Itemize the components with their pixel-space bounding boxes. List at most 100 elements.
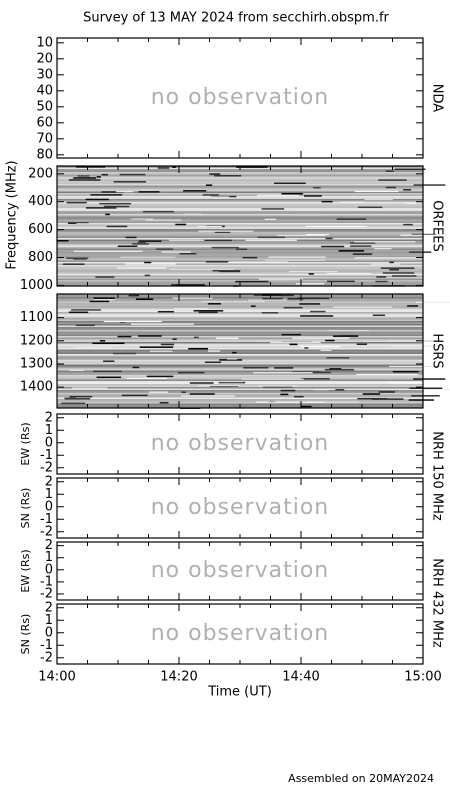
spectrogram-feature [300, 346, 341, 348]
spectrogram-row [57, 266, 423, 269]
spectrogram-feature [274, 367, 294, 369]
spectrogram-feature [69, 395, 93, 398]
panel-y-label: SN (Rs) [19, 614, 32, 655]
spectrogram-feature [262, 297, 283, 300]
spectrogram-feature [339, 201, 365, 203]
spectrogram-row [57, 262, 423, 264]
spectrogram-feature [268, 256, 326, 258]
no-observation: no observation [151, 621, 330, 646]
spectrogram-row [57, 402, 423, 404]
spectrogram-feature [336, 218, 367, 220]
instrument-label: NRH 432 MHz [430, 558, 445, 648]
spectrogram-row [57, 394, 423, 397]
spectrogram-row [57, 221, 423, 224]
spectrogram-row [57, 372, 423, 374]
panel-y-label: SN (Rs) [19, 488, 32, 529]
spectrogram-row [57, 223, 423, 225]
spectrogram-feature [378, 391, 395, 393]
spectrogram-row [57, 312, 423, 314]
spectrogram-feature [74, 347, 112, 349]
instrument-label: HSRS [430, 333, 445, 368]
spectrogram-feature [232, 351, 237, 354]
spectrogram-feature [61, 402, 86, 405]
spectrogram-row [57, 333, 423, 335]
spectrogram-row [57, 322, 423, 325]
spectrogram-feature [69, 369, 84, 371]
spectrogram-feature [101, 191, 124, 193]
spectrogram-feature [387, 382, 429, 384]
spectrogram-feature [93, 297, 115, 299]
spectrogram-feature [157, 310, 175, 313]
spectrogram-feature [280, 294, 294, 297]
spectrogram-feature [304, 195, 322, 197]
spectrogram-feature [364, 198, 393, 201]
spectrogram-row [57, 203, 423, 206]
spectrogram-row [57, 352, 423, 355]
y-tick-label: 50 [36, 99, 53, 114]
spectrogram-row [57, 178, 423, 180]
spectrogram-feature [137, 241, 146, 244]
spectrogram-row [57, 360, 423, 362]
spectrogram-row [57, 309, 423, 311]
spectrogram-row [57, 170, 423, 173]
footer: Assembled on 20MAY2024 [288, 772, 434, 785]
spectrogram-feature [327, 330, 370, 332]
spectrogram-feature [257, 236, 285, 239]
spectrogram-feature [320, 349, 332, 352]
spectrogram-feature [132, 243, 150, 245]
spectrogram-feature [73, 177, 97, 179]
spectrogram-row [57, 325, 423, 328]
spectrogram-feature [261, 312, 279, 314]
instrument-label: NDA [430, 84, 445, 113]
spectrogram-row [57, 321, 423, 323]
spectrogram-feature [301, 405, 312, 408]
spectrogram-row [57, 194, 423, 197]
x-tick-label: 14:40 [282, 670, 319, 685]
spectrogram-feature [166, 196, 230, 198]
spectrogram-feature [236, 166, 268, 168]
spectrogram-feature [354, 257, 423, 259]
spectrogram-row [57, 384, 423, 386]
spectrogram-feature [310, 310, 326, 313]
spectrogram-row [57, 342, 423, 344]
spectrogram-feature [338, 250, 365, 252]
spectrogram-feature [276, 234, 325, 237]
spectrogram-feature [252, 372, 313, 374]
spectrogram-row [57, 390, 423, 392]
spectrogram-feature [135, 298, 154, 300]
spectrogram-feature [389, 345, 444, 347]
spectrogram-feature [149, 350, 173, 352]
spectrogram-feature [215, 337, 239, 339]
spectrogram-feature [172, 338, 177, 340]
spectrogram-feature [101, 173, 108, 176]
spectrogram-row [57, 193, 423, 195]
spectrogram-feature [403, 223, 413, 226]
spectrogram-feature [411, 395, 440, 397]
spectrogram-feature [173, 308, 208, 310]
spectrogram-row [57, 375, 423, 377]
y-tick-label: 1400 [20, 380, 53, 395]
spectrogram-row [57, 202, 423, 204]
spectrogram-feature [226, 358, 238, 360]
spectrogram-feature [305, 225, 368, 228]
spectrogram-row [57, 298, 423, 301]
spectrogram-row [57, 182, 423, 185]
spectrogram-row [57, 205, 423, 207]
spectrogram-row [57, 209, 423, 212]
no-observation: no observation [151, 431, 330, 456]
spectrogram-feature [144, 274, 151, 277]
spectrogram-row [57, 208, 423, 210]
spectrogram-row [57, 256, 423, 258]
panel-y-label: EW (Rs) [19, 549, 32, 592]
spectrogram-feature [171, 284, 205, 286]
spectrogram-row [57, 397, 423, 400]
spectrogram-feature [349, 242, 376, 244]
spectrogram-row [57, 301, 423, 304]
spectrogram-row [57, 232, 423, 234]
spectrogram-row [57, 318, 423, 320]
spectrogram-feature [113, 181, 147, 183]
spectrogram-row [57, 229, 423, 231]
spectrogram-feature [385, 170, 394, 172]
spectrogram-feature [245, 239, 297, 241]
